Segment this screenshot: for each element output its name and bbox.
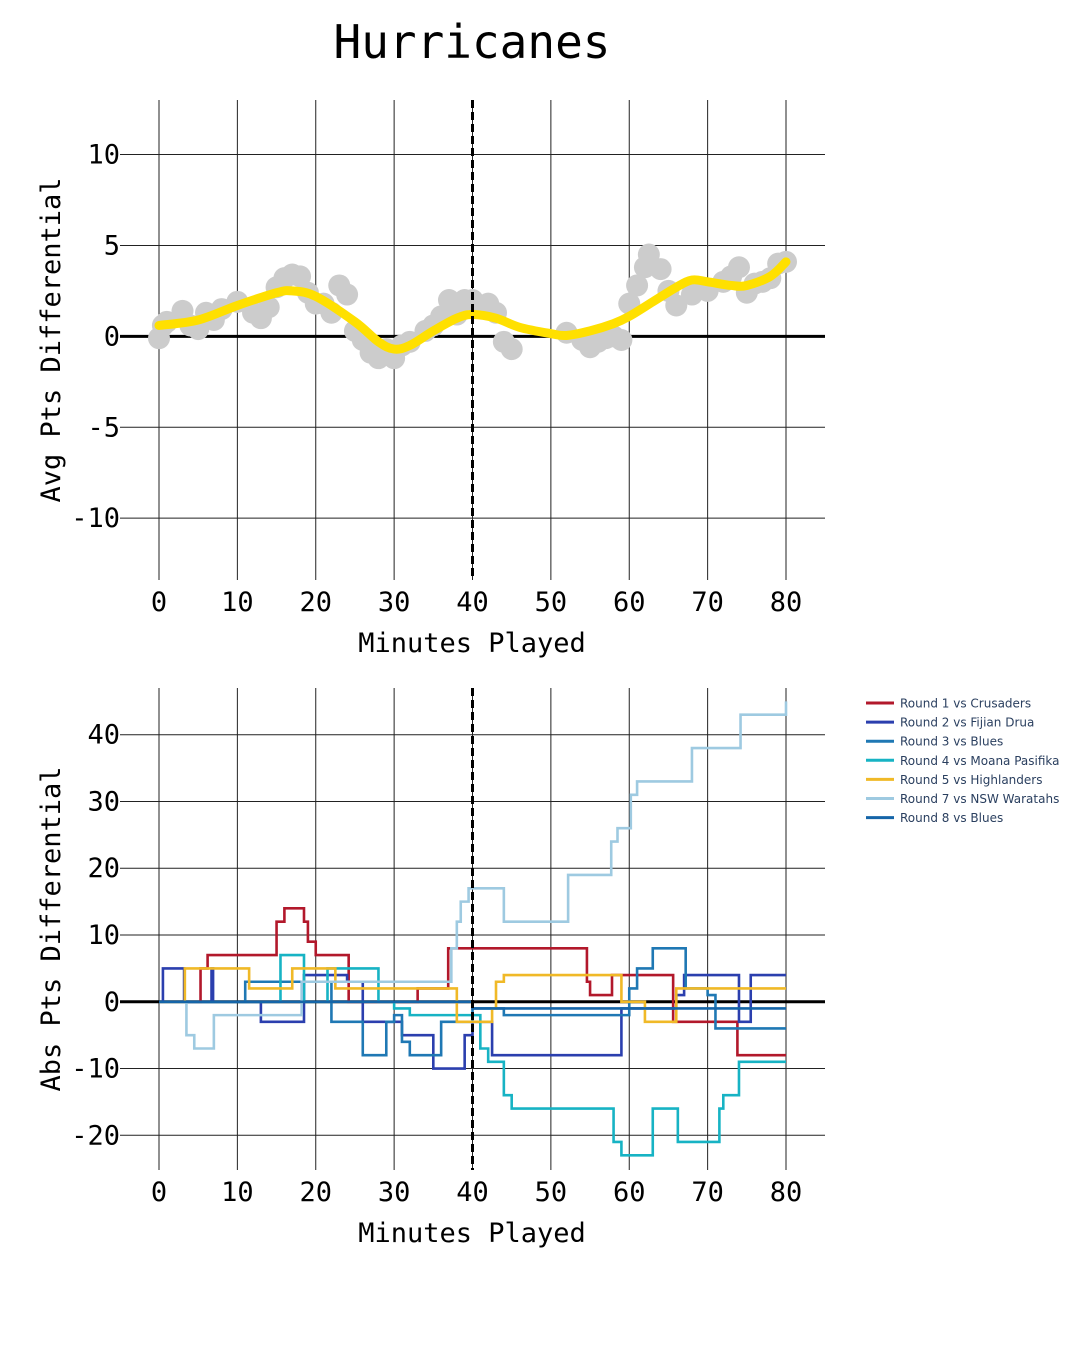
x-axis-title: Minutes Played	[358, 1218, 586, 1249]
x-tick-label: 70	[691, 1177, 724, 1208]
x-tick-label: 10	[221, 1177, 254, 1208]
x-tick-label: 70	[691, 587, 724, 618]
series-line-round-1-vs-crusaders	[159, 907, 786, 1057]
y-tick-label: 5	[104, 230, 120, 261]
series-line-round-4-vs-moana-pasifika	[159, 953, 786, 1157]
y-tick-label: 10	[87, 140, 120, 171]
y-tick-label: 30	[87, 786, 120, 817]
x-tick-label: 80	[770, 587, 803, 618]
x-tick-label: 50	[535, 587, 568, 618]
y-tick-label: -10	[71, 503, 120, 534]
data-point	[665, 294, 688, 317]
legend-label: Round 7 vs NSW Waratahs	[900, 792, 1059, 806]
x-tick-label: 80	[770, 1177, 803, 1208]
y-tick-label: -20	[71, 1120, 120, 1151]
x-tick-label: 40	[456, 587, 489, 618]
legend-label: Round 1 vs Crusaders	[900, 697, 1031, 711]
data-point	[289, 265, 312, 288]
x-tick-label: 60	[613, 587, 646, 618]
data-point	[649, 258, 672, 281]
x-tick-label: 60	[613, 1177, 646, 1208]
legend-label: Round 2 vs Fijian Drua	[900, 716, 1034, 730]
y-axis-title: Avg Pts Differential	[36, 177, 67, 502]
smooth-trend-line	[154, 257, 791, 354]
avg-diff-plot: 0 10 20 30 40 50 60 70 80 -10 -5 0 5 10 Minutes Played…	[36, 100, 825, 659]
x-tick-label: 0	[151, 1177, 167, 1208]
y-axis-title: Abs Pts Differential	[36, 766, 67, 1091]
y-tick-label: 20	[87, 853, 120, 884]
x-axis-title: Minutes Played	[358, 628, 586, 659]
data-point	[610, 329, 633, 351]
series-line-round-7-vs-nsw-waratahs	[159, 701, 788, 1050]
x-tick-label: 10	[221, 587, 254, 618]
y-tick-label: -10	[71, 1054, 120, 1085]
legend: Round 1 vs Crusaders Round 2 vs Fijian Dr…	[866, 697, 1060, 825]
y-tick-label: 0	[104, 987, 120, 1018]
series-line-round-5-vs-highlanders	[159, 967, 786, 1024]
x-tick-label: 30	[378, 587, 411, 618]
legend-label: Round 8 vs Blues	[900, 811, 1003, 825]
y-tick-label: -5	[87, 412, 120, 443]
legend-label: Round 5 vs Highlanders	[900, 773, 1042, 787]
data-point	[500, 338, 523, 361]
y-tick-label: 10	[87, 920, 120, 951]
chart-title: Hurricanes	[334, 15, 611, 69]
y-tick-label: 0	[104, 321, 120, 352]
data-point	[626, 274, 649, 297]
x-tick-label: 20	[299, 1177, 332, 1208]
abs-diff-plot: 0 10 20 30 40 50 60 70 80 -20 -10 0 10 20 30 40 Minutes …	[36, 688, 825, 1249]
data-point	[257, 296, 280, 319]
x-tick-label: 30	[378, 1177, 411, 1208]
y-tick-label: 40	[87, 720, 120, 751]
x-tick-label: 0	[151, 587, 167, 618]
x-tick-label: 20	[299, 587, 332, 618]
data-point	[727, 256, 750, 279]
legend-label: Round 3 vs Blues	[900, 735, 1003, 749]
data-point	[336, 283, 359, 306]
legend-label: Round 4 vs Moana Pasifika	[900, 754, 1060, 768]
x-tick-label: 50	[535, 1177, 568, 1208]
x-tick-label: 40	[456, 1177, 489, 1208]
